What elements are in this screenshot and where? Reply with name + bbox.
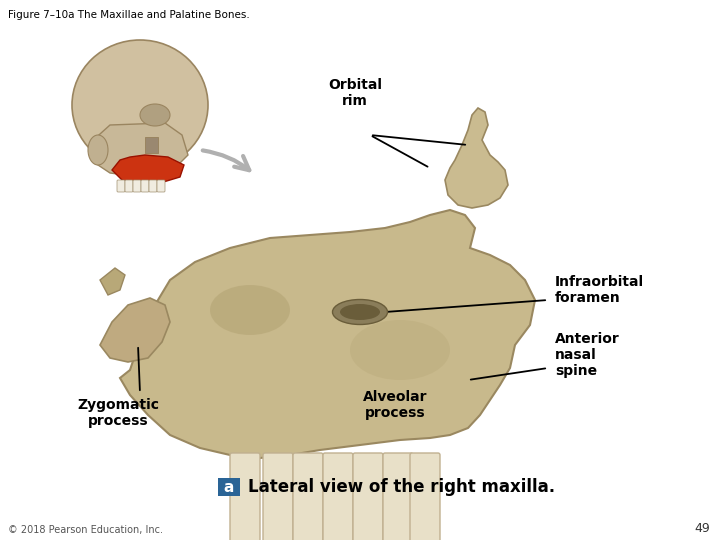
FancyBboxPatch shape xyxy=(383,453,413,540)
FancyBboxPatch shape xyxy=(117,180,125,192)
FancyBboxPatch shape xyxy=(263,453,293,540)
Polygon shape xyxy=(100,298,170,362)
Ellipse shape xyxy=(210,285,290,335)
Ellipse shape xyxy=(72,40,208,170)
Text: Anterior
nasal
spine: Anterior nasal spine xyxy=(555,332,620,378)
FancyBboxPatch shape xyxy=(410,453,440,540)
FancyBboxPatch shape xyxy=(141,180,149,192)
FancyBboxPatch shape xyxy=(157,180,165,192)
Polygon shape xyxy=(445,108,508,208)
Ellipse shape xyxy=(333,300,387,325)
Text: Orbital
rim: Orbital rim xyxy=(328,78,382,108)
Text: Alveolar
process: Alveolar process xyxy=(363,390,427,420)
FancyBboxPatch shape xyxy=(353,453,383,540)
FancyBboxPatch shape xyxy=(125,180,133,192)
FancyBboxPatch shape xyxy=(149,180,157,192)
Text: Lateral view of the right maxilla.: Lateral view of the right maxilla. xyxy=(248,478,555,496)
FancyBboxPatch shape xyxy=(133,180,141,192)
Text: Infraorbital
foramen: Infraorbital foramen xyxy=(555,275,644,305)
Polygon shape xyxy=(120,210,535,458)
Polygon shape xyxy=(112,155,184,185)
Polygon shape xyxy=(90,123,188,177)
FancyBboxPatch shape xyxy=(230,453,260,540)
Ellipse shape xyxy=(340,304,380,320)
Text: © 2018 Pearson Education, Inc.: © 2018 Pearson Education, Inc. xyxy=(8,525,163,535)
Text: a: a xyxy=(224,480,234,495)
Text: Zygomatic
process: Zygomatic process xyxy=(77,398,159,428)
FancyBboxPatch shape xyxy=(323,453,353,540)
Ellipse shape xyxy=(350,320,450,380)
Text: Figure 7–10a The Maxillae and Palatine Bones.: Figure 7–10a The Maxillae and Palatine B… xyxy=(8,10,250,20)
FancyBboxPatch shape xyxy=(293,453,323,540)
FancyBboxPatch shape xyxy=(218,478,240,496)
Ellipse shape xyxy=(140,104,170,126)
Ellipse shape xyxy=(88,135,108,165)
Text: 49: 49 xyxy=(694,522,710,535)
Polygon shape xyxy=(145,137,158,153)
Polygon shape xyxy=(100,268,125,295)
